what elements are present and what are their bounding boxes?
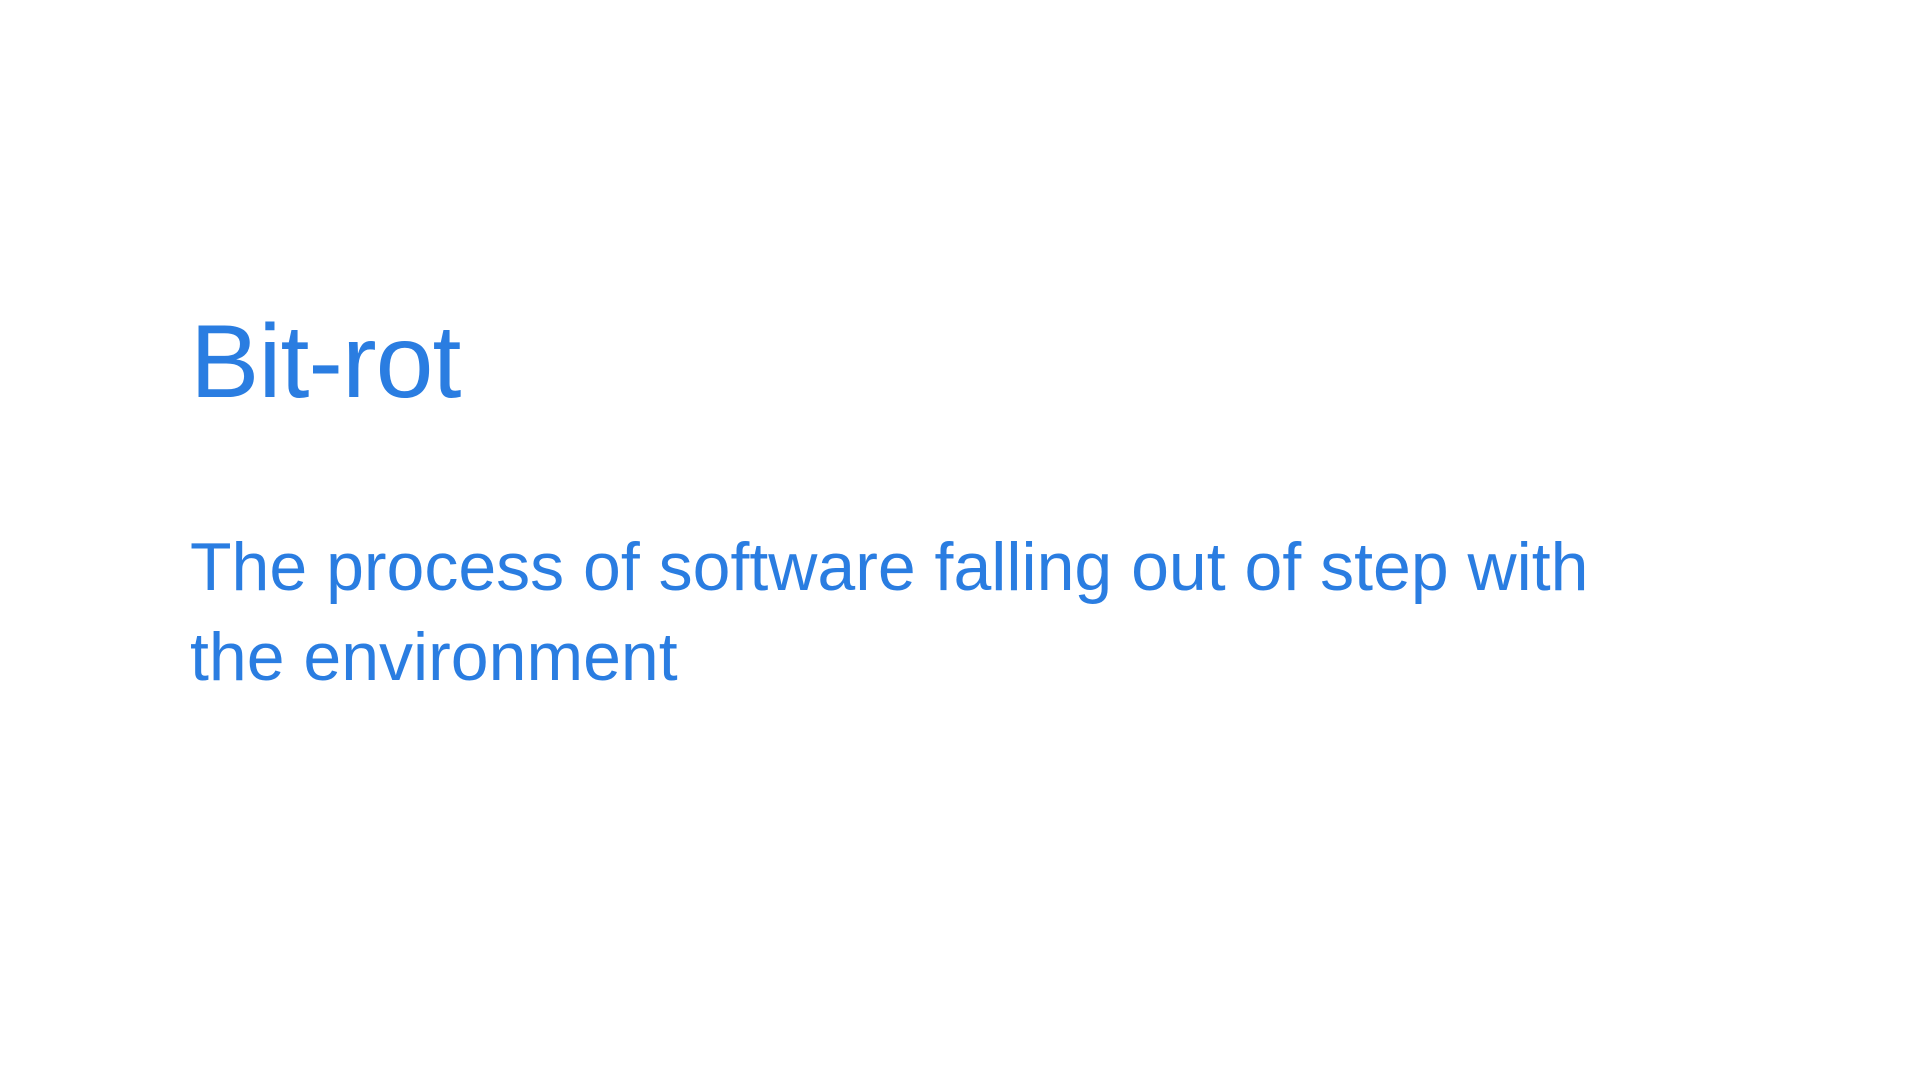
slide-definition: The process of software falling out of s… [190,522,1790,702]
slide-title: Bit-rot [190,304,461,420]
definition-line-1: The process of software falling out of s… [190,529,1589,605]
definition-line-2: the environment [190,619,678,695]
